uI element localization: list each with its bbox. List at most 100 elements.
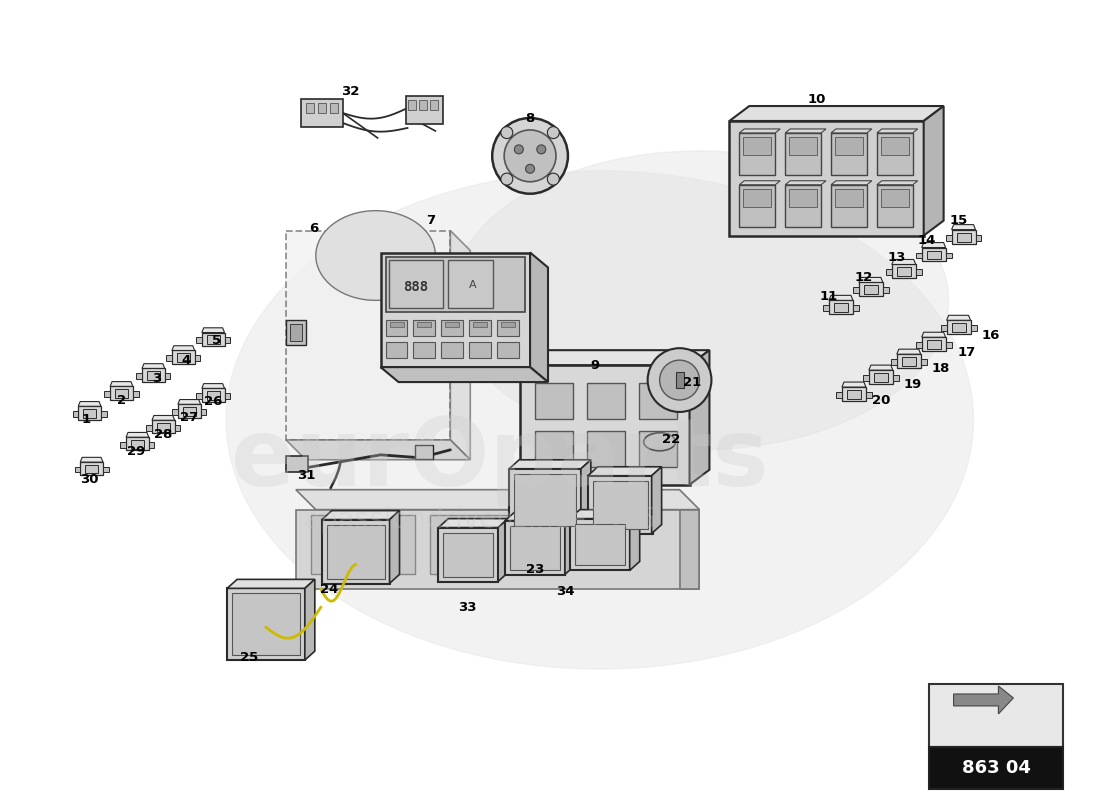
- Polygon shape: [954, 686, 1013, 714]
- Polygon shape: [836, 392, 842, 398]
- Polygon shape: [148, 442, 154, 447]
- Bar: [830, 133, 867, 174]
- Polygon shape: [859, 278, 883, 282]
- Text: 19: 19: [903, 378, 922, 390]
- Polygon shape: [73, 411, 78, 417]
- Bar: [952, 323, 966, 332]
- Text: A: A: [469, 280, 476, 290]
- Polygon shape: [946, 253, 952, 258]
- Bar: [388, 261, 443, 308]
- Text: eurOparts: eurOparts: [231, 414, 769, 506]
- Text: 21: 21: [683, 375, 702, 389]
- Polygon shape: [976, 234, 981, 241]
- Polygon shape: [152, 415, 175, 420]
- Bar: [311, 514, 416, 574]
- Polygon shape: [587, 466, 661, 476]
- Polygon shape: [126, 433, 148, 437]
- Text: 13: 13: [888, 251, 906, 264]
- Polygon shape: [80, 462, 103, 475]
- Circle shape: [548, 173, 559, 185]
- Bar: [789, 189, 817, 206]
- Polygon shape: [520, 350, 710, 365]
- Polygon shape: [103, 467, 109, 473]
- Circle shape: [500, 173, 513, 185]
- Bar: [443, 533, 493, 578]
- Text: 8: 8: [526, 113, 535, 126]
- Bar: [306, 103, 313, 113]
- Bar: [877, 185, 913, 226]
- Bar: [286, 456, 308, 472]
- Circle shape: [515, 145, 524, 154]
- Bar: [830, 185, 867, 226]
- Text: 888: 888: [403, 280, 428, 294]
- Text: 23: 23: [526, 563, 544, 576]
- Circle shape: [537, 145, 546, 154]
- Bar: [575, 523, 625, 566]
- Bar: [739, 185, 776, 226]
- Bar: [430, 514, 535, 574]
- Bar: [744, 189, 771, 206]
- Bar: [207, 391, 220, 400]
- Polygon shape: [224, 393, 230, 398]
- Polygon shape: [126, 437, 148, 450]
- Polygon shape: [629, 510, 640, 570]
- Polygon shape: [101, 411, 107, 417]
- Bar: [441, 320, 463, 336]
- Bar: [587, 383, 625, 419]
- Text: 26: 26: [204, 395, 222, 409]
- Bar: [470, 342, 492, 358]
- Bar: [318, 103, 326, 113]
- Polygon shape: [896, 354, 921, 368]
- Polygon shape: [830, 181, 872, 185]
- Bar: [928, 746, 1064, 789]
- Bar: [156, 423, 170, 431]
- Polygon shape: [565, 512, 575, 574]
- Bar: [593, 481, 648, 529]
- Polygon shape: [196, 393, 201, 398]
- Bar: [881, 189, 909, 206]
- Polygon shape: [165, 373, 170, 379]
- Polygon shape: [175, 425, 180, 430]
- Bar: [406, 96, 443, 124]
- Bar: [834, 303, 848, 312]
- Text: 5: 5: [211, 334, 221, 346]
- Polygon shape: [78, 406, 101, 419]
- Polygon shape: [729, 106, 944, 121]
- Bar: [902, 357, 915, 366]
- Polygon shape: [946, 234, 952, 241]
- Polygon shape: [110, 386, 133, 400]
- Bar: [381, 253, 530, 367]
- Polygon shape: [201, 388, 224, 402]
- Bar: [957, 233, 970, 242]
- Bar: [535, 431, 573, 466]
- Polygon shape: [381, 367, 548, 382]
- Bar: [926, 250, 940, 259]
- Bar: [386, 342, 407, 358]
- Polygon shape: [946, 342, 952, 348]
- Circle shape: [526, 164, 535, 174]
- Text: 28: 28: [154, 428, 173, 442]
- Text: 9: 9: [591, 358, 600, 372]
- Text: 33: 33: [458, 601, 476, 614]
- Polygon shape: [133, 391, 139, 397]
- Bar: [497, 342, 519, 358]
- Bar: [896, 267, 911, 277]
- Bar: [177, 354, 190, 362]
- Text: 30: 30: [80, 474, 99, 486]
- Bar: [232, 594, 300, 655]
- Polygon shape: [852, 287, 859, 294]
- Polygon shape: [852, 306, 859, 311]
- Polygon shape: [947, 315, 970, 320]
- Text: 1: 1: [82, 414, 91, 426]
- Bar: [881, 137, 909, 155]
- Polygon shape: [739, 129, 780, 133]
- Bar: [386, 258, 525, 312]
- Bar: [85, 465, 98, 474]
- Bar: [327, 525, 385, 579]
- Bar: [473, 322, 487, 327]
- Bar: [510, 526, 560, 570]
- Bar: [739, 133, 776, 174]
- Polygon shape: [842, 382, 866, 387]
- Bar: [847, 390, 861, 399]
- Polygon shape: [922, 247, 946, 262]
